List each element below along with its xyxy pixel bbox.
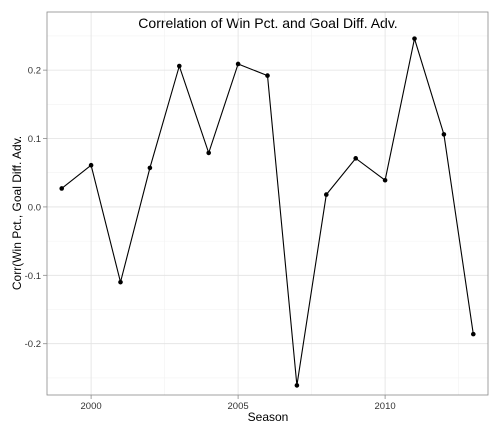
y-tick-label: -0.1 xyxy=(25,271,41,282)
data-points xyxy=(59,36,476,388)
y-tick-label: -0.2 xyxy=(25,339,41,350)
data-point xyxy=(177,63,182,69)
data-point xyxy=(441,132,447,137)
data-point xyxy=(59,186,64,191)
data-point xyxy=(206,150,211,156)
plot-panel xyxy=(46,11,489,396)
y-tick-label: 0.1 xyxy=(28,134,41,145)
minor-gridlines xyxy=(47,12,488,395)
data-point xyxy=(235,61,241,67)
major-gridlines xyxy=(47,12,488,395)
data-point xyxy=(88,162,94,168)
data-point xyxy=(471,331,476,337)
y-axis: -0.2 -0.1 0.0 0.1 0.2 xyxy=(25,66,47,350)
y-axis-title: Corr(Win Pct., Goal Diff. Adv. xyxy=(10,136,24,290)
data-point xyxy=(382,177,388,183)
y-tick-label: 0.0 xyxy=(28,202,41,213)
x-axis-title: Season xyxy=(248,410,289,424)
series-line xyxy=(61,38,474,386)
y-tick-label: 0.2 xyxy=(28,66,41,77)
x-axis: 2000 2005 2010 xyxy=(81,395,396,412)
data-point xyxy=(412,36,417,41)
data-point xyxy=(147,165,153,171)
data-point xyxy=(324,192,329,197)
data-point xyxy=(118,279,123,285)
data-point xyxy=(265,73,270,78)
x-tick-label: 2000 xyxy=(81,401,102,412)
data-point xyxy=(353,156,359,161)
data-point xyxy=(294,383,300,388)
chart-title: Correlation of Win Pct. and Goal Diff. A… xyxy=(138,15,397,31)
x-tick-label: 2005 xyxy=(228,401,249,412)
x-tick-label: 2010 xyxy=(375,401,396,412)
